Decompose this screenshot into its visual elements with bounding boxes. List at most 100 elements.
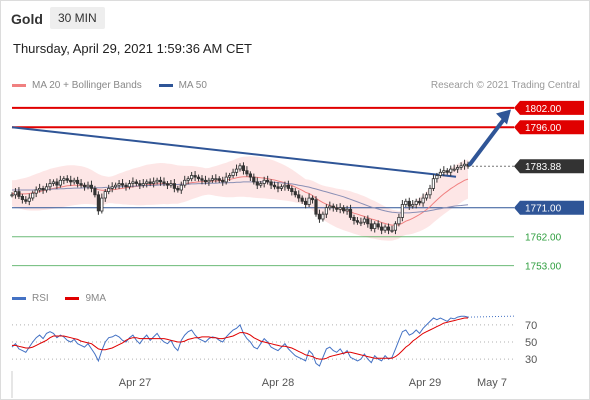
candle (417, 197, 422, 206)
candle-body (442, 170, 446, 173)
candle-body (200, 178, 204, 181)
candle (431, 174, 436, 191)
x-tick-label: Apr 28 (262, 377, 294, 389)
candle-body (131, 181, 135, 184)
candle-body (138, 183, 142, 186)
candle-body (76, 179, 80, 184)
candle (179, 181, 183, 194)
candle-body (259, 183, 263, 186)
candle-body (431, 178, 436, 189)
legend-bb-label: MA 20 + Bollinger Bands (32, 80, 142, 91)
candle (79, 179, 83, 188)
candle-body (411, 204, 415, 207)
candle-body (189, 175, 194, 180)
candle (314, 196, 318, 217)
price-tag-bg (514, 200, 584, 215)
candle (165, 180, 169, 190)
candle (393, 221, 398, 235)
rsi-panel: 70 50 30 (11, 315, 537, 367)
chart-header: Gold 30 MIN (0, 0, 590, 36)
candle (89, 180, 93, 193)
candle (193, 171, 197, 181)
candle-body (345, 208, 349, 212)
candle-body (55, 181, 59, 186)
candle (283, 181, 287, 191)
price-tag-label: 1762.00 (525, 233, 562, 244)
candle (449, 165, 453, 177)
candle (241, 162, 245, 175)
candle (407, 197, 411, 210)
bb-swatch (12, 83, 26, 87)
candle-body (86, 184, 90, 188)
candle-body (24, 199, 28, 202)
candle-body (110, 186, 114, 189)
candle (452, 164, 456, 172)
candle-body (162, 181, 166, 184)
rsi-tick-label: 30 (525, 354, 537, 366)
candle-body (151, 181, 156, 184)
candle (48, 179, 52, 191)
trend-lines (11, 126, 457, 178)
candle-body (145, 181, 149, 184)
candle-body (414, 200, 418, 205)
candle (424, 192, 429, 201)
candle (162, 177, 166, 187)
candle-body (449, 168, 453, 173)
candle-body (203, 179, 207, 183)
candle-body (27, 197, 31, 202)
candle (69, 175, 73, 186)
legend-item-ma50: MA 50 (158, 80, 207, 91)
candle-body (310, 197, 315, 201)
candle-body (179, 184, 183, 191)
candle (445, 168, 449, 175)
candle (300, 195, 304, 204)
candle-body (65, 178, 69, 181)
candle-body (335, 207, 339, 210)
candle-body (400, 204, 405, 218)
candle-body (107, 187, 111, 192)
descending-trend-line (11, 126, 457, 178)
candle (245, 166, 249, 177)
candle (376, 220, 380, 230)
price-tag-bg (514, 159, 584, 174)
candle-body (141, 183, 145, 186)
candle-body (328, 205, 332, 209)
candle (383, 224, 387, 233)
candle-body (424, 194, 429, 199)
legend-item-bb: MA 20 + Bollinger Bands (12, 80, 142, 91)
candle-body (379, 226, 384, 231)
legend-ma50-label: MA 50 (178, 80, 207, 91)
candle (321, 211, 325, 222)
candle (455, 164, 460, 173)
candle (183, 175, 187, 188)
price-tag-label: 1796.00 (525, 123, 562, 134)
candle (293, 188, 297, 198)
candle-body (355, 220, 360, 223)
ma50-swatch (158, 83, 173, 87)
candle (341, 205, 346, 214)
price-levels (12, 106, 514, 267)
candle (259, 180, 263, 188)
candle-body (314, 199, 318, 215)
candle (290, 185, 294, 196)
candle-body (96, 194, 100, 212)
forecast-arrow-head (496, 109, 511, 125)
candle (41, 185, 45, 194)
candle (234, 164, 239, 177)
candle (310, 195, 315, 204)
candle (348, 204, 353, 220)
candle (390, 225, 394, 233)
candle-body (293, 191, 297, 196)
candle-body (376, 223, 380, 228)
candle-body (290, 187, 294, 192)
timeframe-badge[interactable]: 30 MIN (50, 7, 105, 29)
candle-body (238, 165, 242, 170)
candle (55, 178, 59, 190)
candle (386, 223, 391, 235)
candle (307, 193, 311, 208)
price-tag-label: 1802.00 (525, 104, 562, 115)
candle-body (120, 183, 125, 186)
candle-body (248, 173, 252, 178)
candle (338, 203, 342, 214)
